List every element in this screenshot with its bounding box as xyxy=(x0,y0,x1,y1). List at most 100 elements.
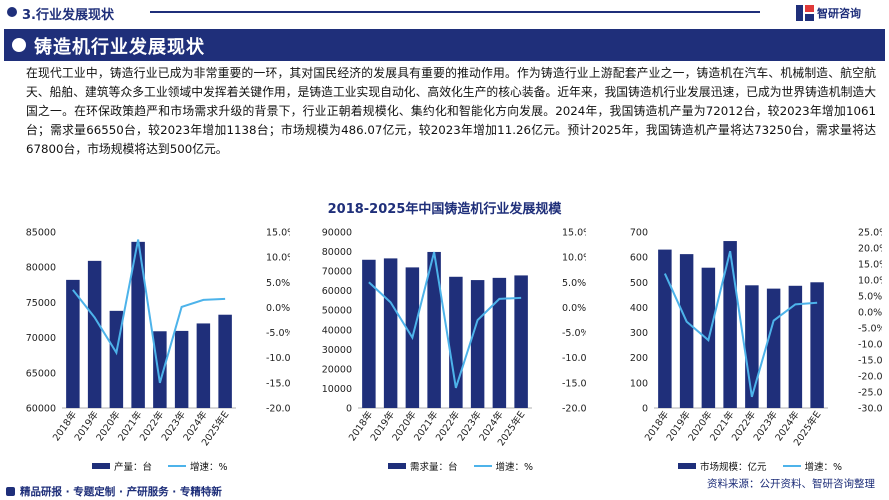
production-chart: 85000 80000 75000 70000 65000 60000 15.0% 10.0%… xyxy=(0,212,290,478)
right-axis-tick: 5.0% xyxy=(562,278,586,289)
legend-line-swatch xyxy=(168,465,187,467)
brand-name: 智研咨询 xyxy=(817,7,861,20)
left-axis-tick: 70000 xyxy=(322,267,352,278)
demand-legend: 需求量：台 增速：% xyxy=(388,459,533,473)
left-axis-tick: 400 xyxy=(630,303,648,314)
right-axis-tick: -15.0% xyxy=(266,378,290,389)
bar xyxy=(766,288,781,408)
right-axis-tick: -30.0% xyxy=(858,404,882,415)
right-axis-tick: 15.0% xyxy=(562,228,586,239)
left-axis-tick: 20000 xyxy=(322,364,352,375)
growth-line xyxy=(72,239,226,384)
growth-line xyxy=(663,250,818,398)
right-axis-tick: 10.0% xyxy=(858,276,882,287)
right-axis-tick: -20.0% xyxy=(562,404,586,415)
left-axis-tick: 80000 xyxy=(322,247,352,258)
right-axis-tick: -10.0% xyxy=(266,353,290,364)
legend-line-swatch xyxy=(473,465,492,467)
right-axis-tick: -20.0% xyxy=(266,404,290,415)
bar xyxy=(218,314,232,408)
left-axis-tick: 50000 xyxy=(322,306,352,317)
right-axis-tick: -5.0% xyxy=(562,328,586,339)
bar xyxy=(153,331,167,408)
bar xyxy=(174,330,189,408)
left-axis-tick: 85000 xyxy=(26,228,56,239)
right-axis-tick: -10.0% xyxy=(562,353,586,364)
bar xyxy=(679,254,694,408)
production-legend: 产量：台 增速：% xyxy=(92,459,228,473)
legend-bar-label: 产量：台 xyxy=(114,462,153,473)
market-size-chart: 700 600 500 400 300 200 100 0 25.0% 20.0% 15.0% 10.… xyxy=(592,212,882,478)
legend-line-label: 增速：% xyxy=(804,462,843,473)
right-axis-tick: 5.0% xyxy=(858,292,882,303)
right-axis-tick: -15.0% xyxy=(858,356,882,367)
top-header: 3.行业发展现状 智研咨询 xyxy=(0,0,889,26)
bar xyxy=(383,258,398,408)
right-axis-tick: 0.0% xyxy=(266,303,290,314)
right-axis-tick: 15.0% xyxy=(858,260,882,271)
right-axis-tick: 5.0% xyxy=(266,278,290,289)
brand-logo: 智研咨询 xyxy=(796,3,861,23)
bar xyxy=(87,260,102,408)
left-axis-tick: 0 xyxy=(642,404,648,415)
demand-chart: 90000 80000 70000 60000 50000 40000 30000 20000… xyxy=(296,212,586,478)
bar xyxy=(427,251,441,408)
market-size-chart-svg: 700 600 500 400 300 200 100 0 25.0% 20.0% 15.0% 10.… xyxy=(630,228,882,449)
bar xyxy=(514,275,528,408)
legend-bar-label: 需求量：台 xyxy=(410,462,458,473)
market-size-legend: 市场规模：亿元 增速：% xyxy=(678,459,842,473)
footer-bullet-icon xyxy=(6,487,15,496)
footer-tagline: 精品研报 · 专题定制 · 产研服务 · 专精特新 xyxy=(20,486,222,498)
left-axis-tick: 75000 xyxy=(26,298,56,309)
right-axis-tick: -5.0% xyxy=(266,328,290,339)
bar xyxy=(449,276,463,408)
bar xyxy=(788,285,803,408)
bar xyxy=(470,280,485,408)
chart-title: 2018-2025年中国铸造机行业发展规模 xyxy=(327,202,562,217)
left-axis-tick: 30000 xyxy=(322,345,352,356)
brand-mark-icon xyxy=(796,5,814,21)
source-note: 资料来源：公开资料、智研咨询整理 xyxy=(707,478,875,490)
legend-line-label: 增速：% xyxy=(495,462,534,473)
section-bullet-icon xyxy=(7,7,17,17)
right-axis-tick: 20.0% xyxy=(858,244,882,255)
production-chart-svg: 85000 80000 75000 70000 65000 60000 15.0% 10.0%… xyxy=(26,228,290,449)
bar xyxy=(196,323,211,408)
bar xyxy=(66,279,80,408)
left-axis-tick: 90000 xyxy=(322,228,352,239)
intro-paragraph: 在现代工业中，铸造行业已成为非常重要的一环，其对国民经济的发展具有重要的推动作用… xyxy=(26,66,876,156)
left-axis-tick: 65000 xyxy=(26,368,56,379)
left-axis-tick: 200 xyxy=(630,353,648,364)
bar xyxy=(723,241,737,408)
demand-chart-svg: 90000 80000 70000 60000 50000 40000 30000 20000… xyxy=(322,228,586,449)
right-axis-tick: -10.0% xyxy=(858,340,882,351)
growth-line xyxy=(368,251,522,389)
bar xyxy=(362,259,376,408)
legend-bar-label: 市场规模：亿元 xyxy=(700,462,767,473)
left-axis-tick: 600 xyxy=(630,253,648,264)
section-title: 3.行业发展现状 xyxy=(22,8,114,23)
left-axis-tick: 700 xyxy=(630,228,648,239)
legend-bar-swatch xyxy=(92,463,110,469)
legend-bar-swatch xyxy=(388,463,406,469)
bar xyxy=(810,282,824,408)
bar xyxy=(131,241,145,408)
bar xyxy=(658,249,672,408)
banner-bullet-icon xyxy=(12,38,26,52)
left-axis-tick: 300 xyxy=(630,328,648,339)
left-axis-tick: 10000 xyxy=(322,384,352,395)
legend-line-swatch xyxy=(782,465,801,467)
right-axis-tick: 0.0% xyxy=(562,303,586,314)
right-axis-tick: 25.0% xyxy=(858,228,882,239)
left-axis-tick: 40000 xyxy=(322,325,352,336)
left-axis-tick: 500 xyxy=(630,278,648,289)
right-axis-tick: -20.0% xyxy=(858,372,882,383)
legend-bar-swatch xyxy=(678,463,696,469)
header-rule xyxy=(150,11,760,13)
legend-line-label: 增速：% xyxy=(190,462,228,473)
bar xyxy=(492,277,507,408)
left-axis-tick: 60000 xyxy=(26,404,56,415)
footer: 精品研报 · 专题定制 · 产研服务 · 专精特新 资料来源：公开资料、智研咨询… xyxy=(0,478,889,500)
banner-title: 铸造机行业发展现状 xyxy=(34,37,205,58)
left-axis-tick: 80000 xyxy=(26,263,56,274)
